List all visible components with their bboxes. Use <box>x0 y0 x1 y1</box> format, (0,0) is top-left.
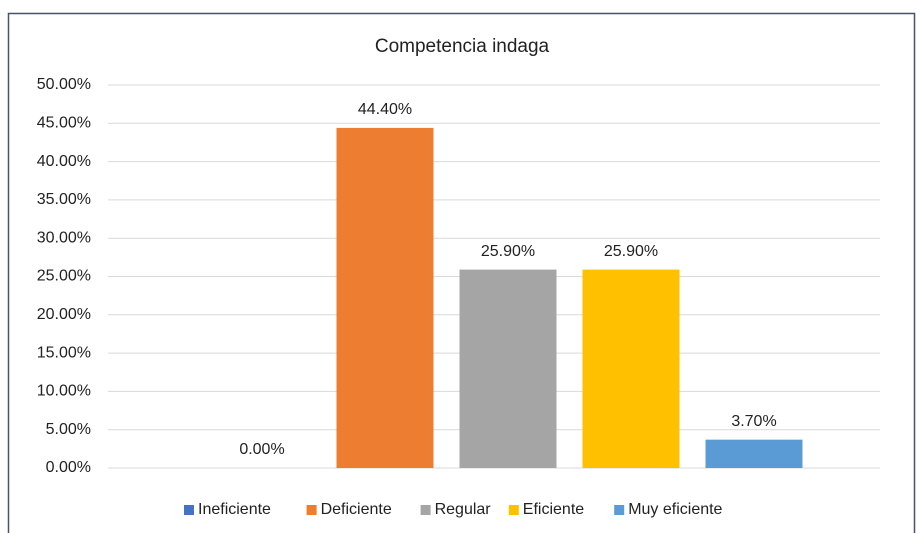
legend-swatch <box>306 505 317 515</box>
y-tick-label: 10.00% <box>37 383 91 400</box>
y-tick-label: 20.00% <box>37 306 91 323</box>
legend-label: Regular <box>435 501 492 518</box>
value-label: 3.70% <box>731 413 776 430</box>
value-label: 44.40% <box>358 101 412 118</box>
y-tick-label: 35.00% <box>37 191 91 208</box>
legend-swatch <box>420 505 431 515</box>
value-label: 25.90% <box>481 243 535 260</box>
legend-swatch <box>614 505 625 515</box>
bar <box>336 127 434 469</box>
value-label: 25.90% <box>604 243 658 260</box>
y-tick-label: 25.00% <box>37 268 91 285</box>
y-tick-label: 30.00% <box>37 229 91 246</box>
legend-swatch <box>184 505 194 515</box>
bar <box>705 439 803 468</box>
chart-title: Competencia indaga <box>375 36 550 57</box>
y-tick-label: 0.00% <box>46 459 91 476</box>
value-label: 0.00% <box>239 441 284 458</box>
legend-label: Ineficiente <box>198 501 271 518</box>
y-tick-label: 15.00% <box>37 344 91 361</box>
legend-label: Deficiente <box>321 501 392 518</box>
y-tick-label: 50.00% <box>37 76 91 93</box>
legend-swatch <box>508 505 519 515</box>
y-tick-label: 5.00% <box>46 421 91 438</box>
bar <box>459 269 557 468</box>
legend-label: Muy eficiente <box>628 501 722 518</box>
y-tick-label: 45.00% <box>37 115 91 132</box>
bar <box>582 269 680 468</box>
legend-label: Eficiente <box>523 501 584 518</box>
y-tick-label: 40.00% <box>37 153 91 170</box>
